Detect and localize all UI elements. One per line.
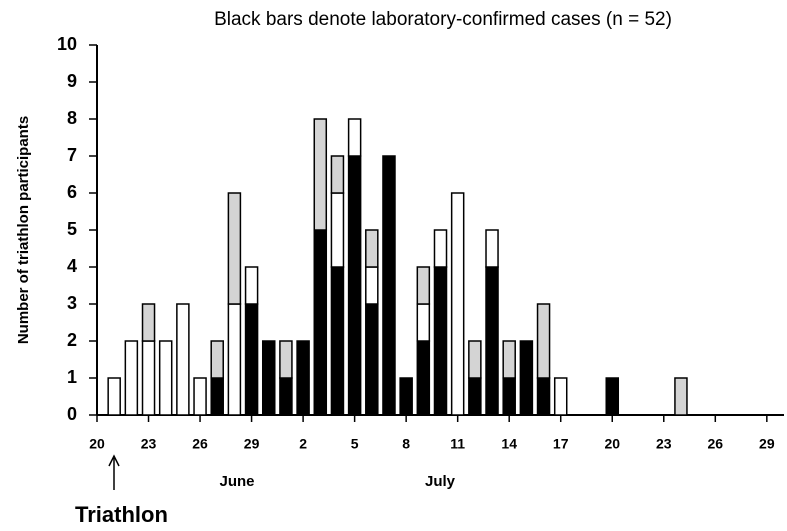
bar-segment <box>107 377 121 416</box>
bar-segment <box>433 266 448 416</box>
bar-segment <box>433 229 448 268</box>
y-tick-label: 0 <box>67 404 77 424</box>
x-tick-label: 14 <box>501 436 517 452</box>
bar-segment <box>536 303 551 379</box>
bar-segment <box>536 377 551 416</box>
bar-segment <box>605 377 620 416</box>
annotation: Triathlon <box>75 502 168 527</box>
bar-segment <box>296 340 310 416</box>
x-tick-label: 17 <box>553 436 569 452</box>
x-tick-label: 26 <box>708 436 724 452</box>
bar-segment <box>227 303 242 416</box>
x-tick-label: 29 <box>759 436 775 452</box>
bar-segment <box>210 377 224 416</box>
bar-segment <box>450 192 465 416</box>
bar-segment <box>279 340 293 379</box>
x-tick-label: 20 <box>604 436 620 452</box>
bar-segment <box>124 340 139 416</box>
y-tick-label: 1 <box>67 367 77 387</box>
bar-segment <box>382 155 396 416</box>
y-tick-label: 8 <box>67 108 77 128</box>
y-tick-label: 7 <box>67 145 77 165</box>
bar-segment <box>141 303 156 342</box>
y-tick-label: 2 <box>67 330 77 350</box>
y-tick-label: 5 <box>67 219 77 239</box>
month-label: July <box>425 473 456 490</box>
y-tick-label: 9 <box>67 71 77 91</box>
bar-segment <box>193 377 207 416</box>
x-tick-label: 8 <box>402 436 410 452</box>
x-tick-label: 23 <box>656 436 672 452</box>
bar-segment <box>519 340 534 416</box>
bar-segment <box>365 229 379 268</box>
bar-segment <box>261 340 276 416</box>
x-tick-label: 5 <box>351 436 359 452</box>
bar-segment <box>502 340 516 379</box>
bar-segment <box>365 303 379 416</box>
bar-segment <box>176 303 190 416</box>
bar-segment <box>416 303 431 342</box>
month-label: June <box>219 473 254 490</box>
bar-segment <box>330 266 345 416</box>
bar-segment <box>468 377 482 416</box>
bar-segment <box>399 377 413 416</box>
bar-segment <box>674 377 688 416</box>
bar-segment <box>330 192 345 268</box>
bar-segment <box>141 340 156 416</box>
bar-segment <box>485 229 499 268</box>
bar-segment <box>244 303 259 416</box>
bar-segment <box>485 266 499 416</box>
bar-segment <box>330 155 345 194</box>
y-tick-label: 6 <box>67 182 77 202</box>
bar-segment <box>210 340 224 379</box>
y-tick-label: 4 <box>67 256 77 276</box>
x-tick-label: 29 <box>244 436 260 452</box>
x-tick-label: 11 <box>450 436 465 452</box>
x-tick-label: 23 <box>141 436 157 452</box>
bar-segment <box>502 377 516 416</box>
chart-title: Black bars denote laboratory-confirmed c… <box>214 9 672 30</box>
x-tick-label: 26 <box>192 436 208 452</box>
bar-segment <box>227 192 242 305</box>
bar-segment <box>313 229 328 416</box>
y-tick-label: 3 <box>67 293 77 313</box>
bar-segment <box>553 377 568 416</box>
x-tick-label: 2 <box>299 436 307 452</box>
arrow-head <box>108 454 120 467</box>
y-tick-label: 10 <box>57 34 77 54</box>
bar-segment <box>279 377 293 416</box>
y-axis-label: Number of triathlon participants <box>15 116 32 344</box>
bar-segment <box>244 266 259 305</box>
bar-segment <box>416 340 431 416</box>
bar-segment <box>313 118 328 231</box>
x-tick-label: 20 <box>89 436 105 452</box>
bar-segment <box>468 340 482 379</box>
bar-segment <box>347 118 362 157</box>
bar-segment <box>416 266 431 305</box>
bar-segment <box>158 340 173 416</box>
bar-segment <box>365 266 379 305</box>
bar-segment <box>347 155 362 416</box>
